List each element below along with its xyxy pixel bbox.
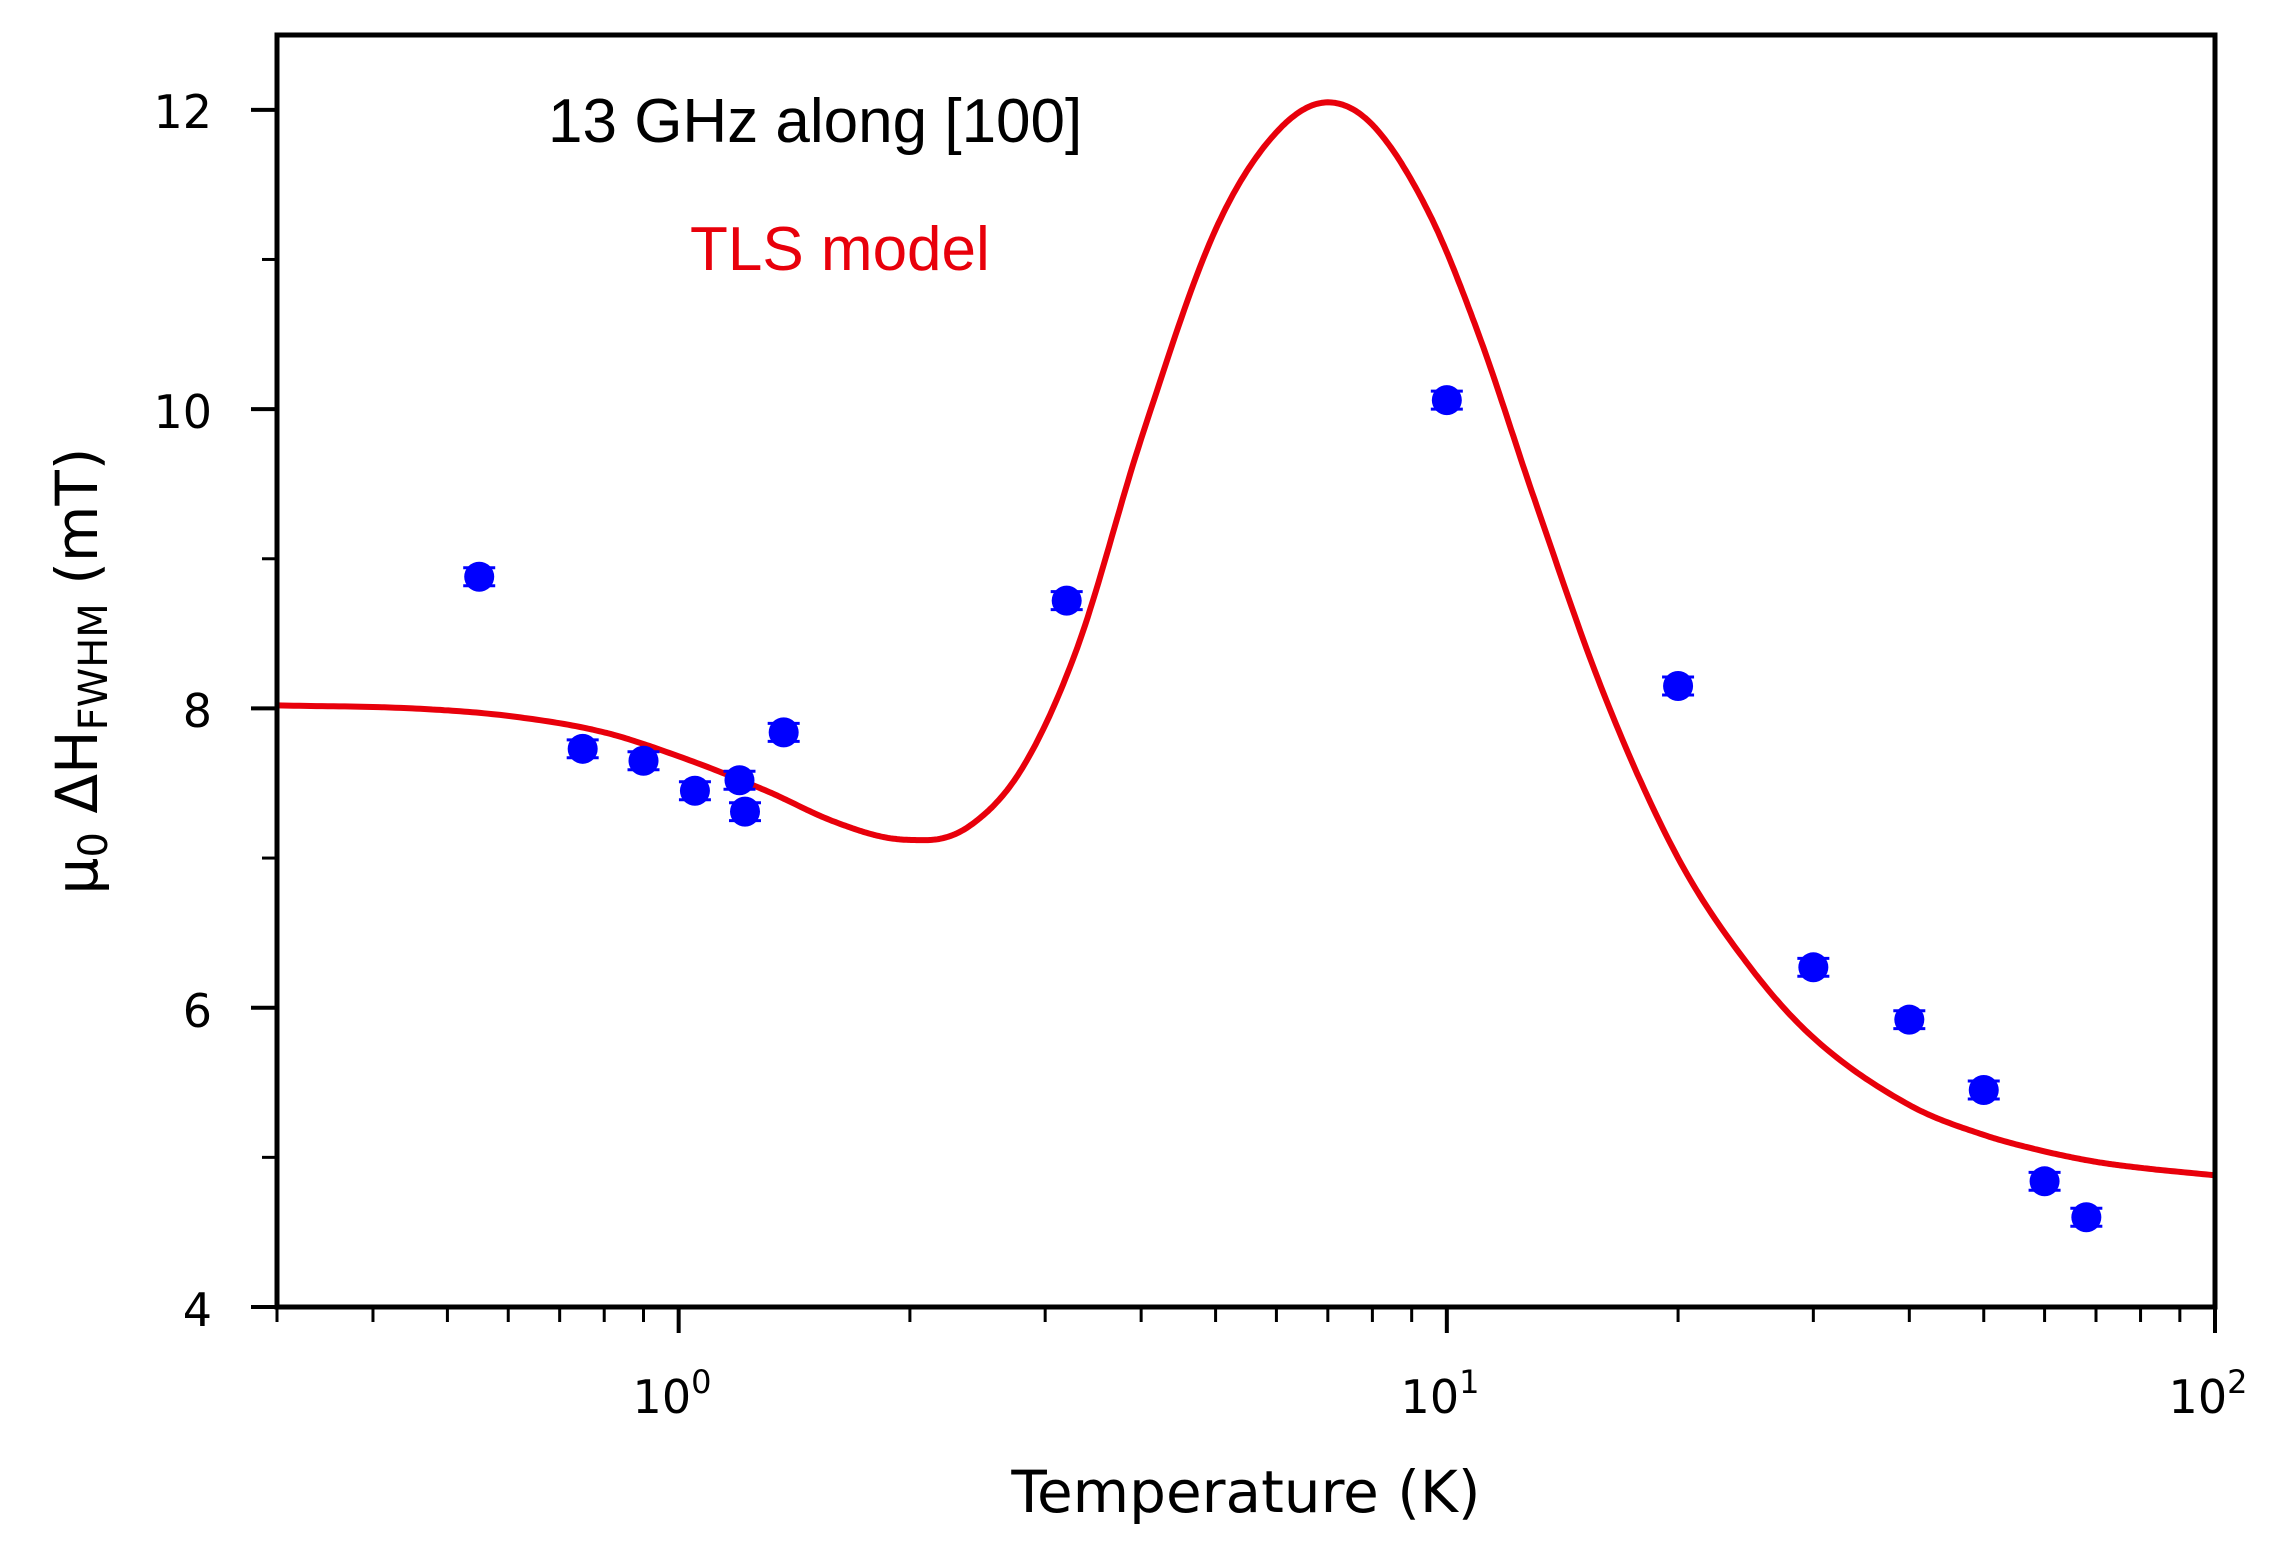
x-axis-title: Temperature (K) bbox=[1010, 1458, 1480, 1526]
x-tick-label-base: 10 bbox=[2169, 1370, 2228, 1424]
data-points-layer bbox=[463, 385, 2103, 1233]
data-point bbox=[767, 717, 800, 748]
data-point bbox=[1797, 952, 1830, 983]
x-tick-label: 100 bbox=[633, 1363, 712, 1424]
data-marker bbox=[724, 765, 755, 796]
data-marker bbox=[1051, 585, 1082, 616]
annotation-model: TLS model bbox=[690, 215, 990, 284]
data-point bbox=[627, 745, 660, 776]
plot-frame bbox=[274, 32, 2218, 1310]
data-marker bbox=[464, 561, 495, 592]
data-marker bbox=[768, 717, 799, 748]
data-point bbox=[463, 561, 496, 592]
y-tick-label: 10 bbox=[153, 385, 212, 439]
data-point bbox=[1662, 670, 1695, 701]
data-point bbox=[2028, 1166, 2061, 1197]
y-axis-title: μ0 ΔHFWHM (mT) bbox=[43, 448, 117, 895]
data-point bbox=[723, 765, 756, 796]
y-axis-title-suffix: (mT) bbox=[43, 448, 111, 604]
y-tick-labels: 4 6 8 10 12 bbox=[153, 85, 212, 1337]
data-point bbox=[678, 775, 711, 806]
x-tick-label-base: 10 bbox=[1401, 1370, 1460, 1424]
data-point bbox=[1967, 1075, 2000, 1106]
data-marker bbox=[1798, 952, 1829, 983]
data-point bbox=[1893, 1004, 1926, 1035]
y-tick-label: 12 bbox=[153, 85, 212, 139]
data-point bbox=[1430, 385, 1463, 416]
y-tick-label: 8 bbox=[183, 684, 212, 738]
data-point bbox=[1050, 585, 1083, 616]
y-tick-label: 6 bbox=[183, 984, 212, 1038]
data-marker bbox=[729, 796, 760, 827]
annotation-measurement: 13 GHz along [100] bbox=[548, 87, 1082, 156]
x-tick-label-exp: 2 bbox=[2227, 1363, 2247, 1401]
x-tick-labels: 100 101 102 bbox=[633, 1363, 2248, 1424]
data-marker bbox=[567, 733, 598, 764]
y-axis-title-prefix-sub: 0 bbox=[71, 832, 117, 857]
x-tick-label-exp: 0 bbox=[691, 1363, 711, 1401]
data-point bbox=[2070, 1202, 2103, 1233]
data-marker bbox=[2029, 1166, 2060, 1197]
data-point bbox=[566, 733, 599, 764]
y-tick-label: 4 bbox=[183, 1283, 212, 1337]
data-marker bbox=[1894, 1004, 1925, 1035]
y-axis-title-main-sub: FWHM bbox=[71, 603, 117, 730]
y-axis-title-main: ΔH bbox=[43, 730, 111, 832]
data-marker bbox=[628, 745, 659, 776]
data-marker bbox=[1968, 1075, 1999, 1106]
x-tick-label: 102 bbox=[2169, 1363, 2248, 1424]
data-marker bbox=[679, 775, 710, 806]
data-marker bbox=[1431, 385, 1462, 416]
y-axis-title-prefix: μ bbox=[43, 858, 111, 895]
x-tick-label-base: 10 bbox=[633, 1370, 692, 1424]
data-point bbox=[728, 796, 761, 827]
data-marker bbox=[2071, 1202, 2102, 1233]
data-marker bbox=[1663, 670, 1694, 701]
x-tick-label-exp: 1 bbox=[1459, 1363, 1479, 1401]
x-tick-label: 101 bbox=[1401, 1363, 1480, 1424]
